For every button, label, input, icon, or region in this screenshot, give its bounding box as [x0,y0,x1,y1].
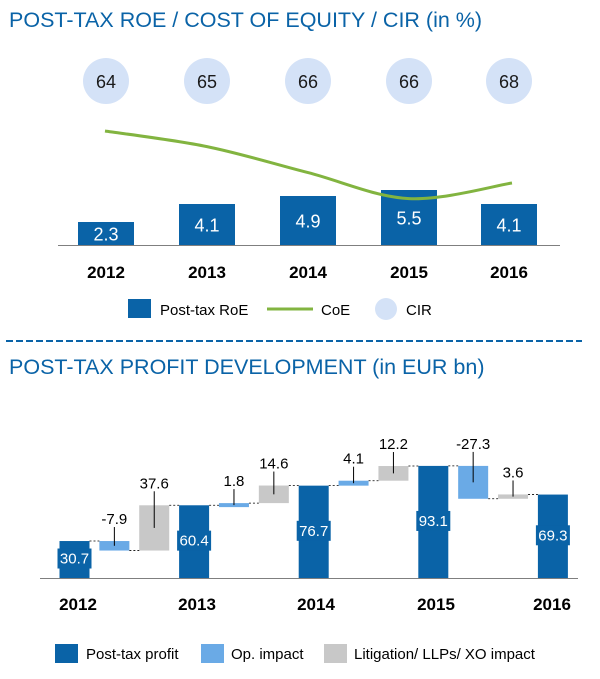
waterfall-category-label-2015: 2015 [417,595,455,614]
roe-value-label-2013: 4.1 [194,216,219,236]
waterfall-step-8-bar [378,466,409,481]
waterfall-category-label-2013: 2013 [178,595,216,614]
roe-value-label-2012: 2.3 [93,225,118,245]
cir-bubble-2013 [184,58,230,104]
cir-bubble-2014 [285,58,331,104]
legend-label-1: Op. impact [231,646,304,663]
cir-value-label-2014: 66 [298,72,318,92]
waterfall-step-6-label: 76.7 [299,523,328,540]
cir-value-label-2012: 64 [96,72,116,92]
roe-bar-2012 [78,222,134,245]
waterfall-step-8-label: 12.2 [379,436,408,453]
waterfall-step-11-bar [498,494,529,499]
roe-category-label-2013: 2013 [188,263,226,282]
waterfall-step-7-label: 4.1 [343,451,364,468]
waterfall-step-9-label-bg [416,510,451,531]
roe-value-label-2014: 4.9 [295,212,320,232]
waterfall-step-11-label: 3.6 [503,464,524,481]
waterfall-step-5-bar [258,485,289,504]
roe-category-label-2014: 2014 [289,263,327,282]
waterfall-step-0-label-bg [57,548,92,569]
cir-bubble-2012 [83,58,129,104]
cir-bubble-2016 [486,58,532,104]
legend-swatch-roe [128,299,151,318]
waterfall-step-3-label-bg [177,530,212,551]
legend-swatch-2 [324,644,347,663]
waterfall-category-label-2012: 2012 [59,595,97,614]
cir-bubble-2015 [386,58,432,104]
waterfall-step-5-label: 14.6 [259,456,288,473]
legend-label-coe: CoE [321,302,350,319]
cir-value-label-2015: 66 [399,72,419,92]
cir-value-label-2013: 65 [197,72,217,92]
cir-value-label-2016: 68 [499,72,519,92]
legend-swatch-0 [55,644,78,663]
waterfall-step-12-label-bg [535,525,570,546]
chart-title-roe: POST-TAX ROE / COST OF EQUITY / CIR (in … [9,8,483,32]
waterfall-step-12-label: 69.3 [538,527,567,544]
waterfall-step-3-label: 60.4 [179,533,208,550]
waterfall-category-label-2014: 2014 [297,595,335,614]
legend-label-roe: Post-tax RoE [160,302,248,319]
waterfall-step-9-label: 93.1 [419,513,448,530]
legend-label-2: Litigation/ LLPs/ XO impact [354,646,536,663]
waterfall-step-4-label: 1.8 [224,473,245,490]
roe-bar-2014 [280,196,336,245]
waterfall-step-0-label: 30.7 [60,551,89,568]
legend-swatch-cir [375,298,397,320]
roe-value-label-2016: 4.1 [496,216,521,236]
roe-category-label-2016: 2016 [490,263,528,282]
legend-label-0: Post-tax profit [86,646,179,663]
chart-title-profit: POST-TAX PROFIT DEVELOPMENT (in EUR bn) [9,355,485,379]
waterfall-step-1-label: -7.9 [101,511,127,528]
roe-category-label-2012: 2012 [87,263,125,282]
roe-category-label-2015: 2015 [390,263,428,282]
roe-bar-2016 [481,204,537,245]
waterfall-category-label-2016: 2016 [533,595,571,614]
waterfall-step-2-label: 37.6 [140,475,169,492]
waterfall-step-6-label-bg [296,520,331,541]
roe-value-label-2015: 5.5 [396,209,421,229]
legend-label-cir: CIR [406,302,432,319]
coe-line [104,129,513,201]
waterfall-step-10-label: -27.3 [456,436,490,453]
roe-bar-2013 [179,204,235,245]
legend-swatch-1 [201,644,224,663]
